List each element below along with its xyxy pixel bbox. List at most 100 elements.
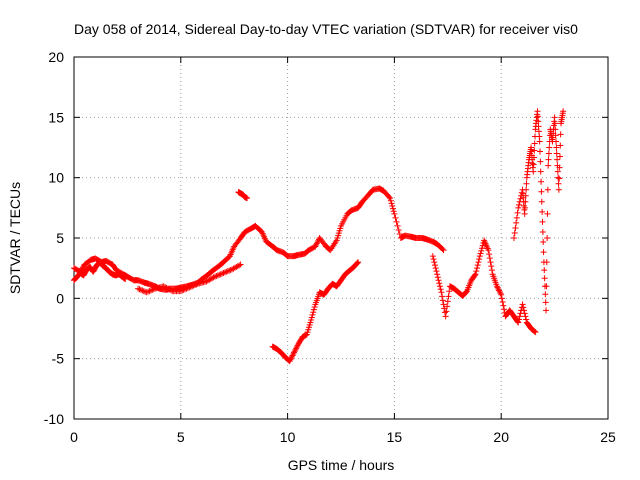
y-tick-label: 15 xyxy=(48,109,64,125)
data-point xyxy=(530,168,537,175)
data-point xyxy=(136,286,143,293)
series-isolated-8h xyxy=(235,189,251,202)
x-tick-label: 5 xyxy=(177,429,185,445)
data-point xyxy=(555,174,562,181)
data-point xyxy=(210,274,217,281)
data-point xyxy=(478,247,485,254)
data-point xyxy=(440,301,447,308)
data-point xyxy=(551,114,558,121)
data-point xyxy=(310,306,317,313)
data-point xyxy=(514,209,521,216)
data-point xyxy=(244,195,251,202)
data-point xyxy=(493,283,500,290)
y-tick-label: 20 xyxy=(48,49,64,65)
data-point xyxy=(184,285,191,292)
data-point xyxy=(214,272,221,279)
data-point xyxy=(182,286,189,293)
data-point xyxy=(520,307,527,314)
data-point xyxy=(388,200,395,207)
data-point xyxy=(177,288,184,295)
data-point xyxy=(516,201,522,208)
data-point xyxy=(522,192,529,199)
data-point xyxy=(545,156,552,163)
data-point xyxy=(220,269,227,276)
x-tick-label: 10 xyxy=(280,429,296,445)
data-point xyxy=(310,309,317,316)
data-point xyxy=(539,208,546,215)
data-point xyxy=(539,218,546,225)
data-point xyxy=(436,283,443,290)
data-point xyxy=(443,308,450,315)
data-point xyxy=(543,259,550,266)
data-point xyxy=(556,175,563,182)
data-points xyxy=(71,108,567,365)
y-tick-label: -5 xyxy=(52,351,65,367)
data-point xyxy=(186,284,193,291)
series-dip-branch xyxy=(269,259,362,365)
data-point xyxy=(387,195,394,202)
data-point xyxy=(531,140,538,147)
data-point xyxy=(294,342,301,349)
data-point xyxy=(543,307,550,314)
data-point xyxy=(179,287,186,294)
data-point xyxy=(555,180,562,187)
data-point xyxy=(219,270,226,277)
data-point xyxy=(553,150,560,157)
data-point xyxy=(523,180,530,187)
data-point xyxy=(236,262,243,269)
data-point xyxy=(287,356,294,363)
data-point xyxy=(486,251,493,258)
data-point xyxy=(430,256,437,263)
data-point xyxy=(557,131,564,138)
data-point xyxy=(293,345,300,352)
data-point xyxy=(189,283,196,290)
data-point xyxy=(434,274,441,281)
data-point xyxy=(290,351,297,358)
data-point xyxy=(553,138,560,145)
y-tick-label: 5 xyxy=(56,230,64,246)
data-point xyxy=(536,133,543,140)
data-point xyxy=(147,287,154,294)
data-point xyxy=(554,168,561,175)
data-point xyxy=(192,282,199,289)
data-point xyxy=(446,288,453,295)
data-point xyxy=(288,353,295,360)
data-point xyxy=(538,178,545,185)
data-point xyxy=(227,266,234,273)
data-point xyxy=(511,229,518,236)
data-point xyxy=(150,286,157,293)
data-point xyxy=(224,268,231,275)
data-point xyxy=(291,348,298,355)
data-point xyxy=(521,310,528,317)
data-point xyxy=(122,276,129,283)
data-point xyxy=(439,297,446,304)
data-point xyxy=(437,286,444,293)
data-point xyxy=(534,108,541,115)
y-axis-label: SDTVAR / TECUs xyxy=(7,182,23,294)
data-point xyxy=(545,162,552,169)
data-point xyxy=(463,288,470,295)
data-point xyxy=(515,319,522,326)
data-point xyxy=(312,243,319,250)
data-point xyxy=(237,261,244,268)
data-point xyxy=(291,349,298,356)
data-point xyxy=(552,126,559,133)
data-point xyxy=(539,228,546,235)
data-point xyxy=(471,272,478,279)
data-point xyxy=(487,259,494,266)
data-point xyxy=(442,313,449,320)
y-tick-label: 10 xyxy=(48,170,64,186)
data-point xyxy=(522,198,529,205)
data-point xyxy=(475,259,482,266)
data-point xyxy=(501,306,508,313)
data-point xyxy=(498,291,505,298)
data-point xyxy=(432,265,439,272)
data-point xyxy=(473,268,480,275)
data-point xyxy=(476,253,483,260)
y-tick-label: 0 xyxy=(56,290,64,306)
data-point xyxy=(486,255,493,262)
data-point xyxy=(434,271,441,278)
data-point xyxy=(516,316,522,323)
data-point xyxy=(190,282,197,289)
data-point xyxy=(500,302,507,309)
